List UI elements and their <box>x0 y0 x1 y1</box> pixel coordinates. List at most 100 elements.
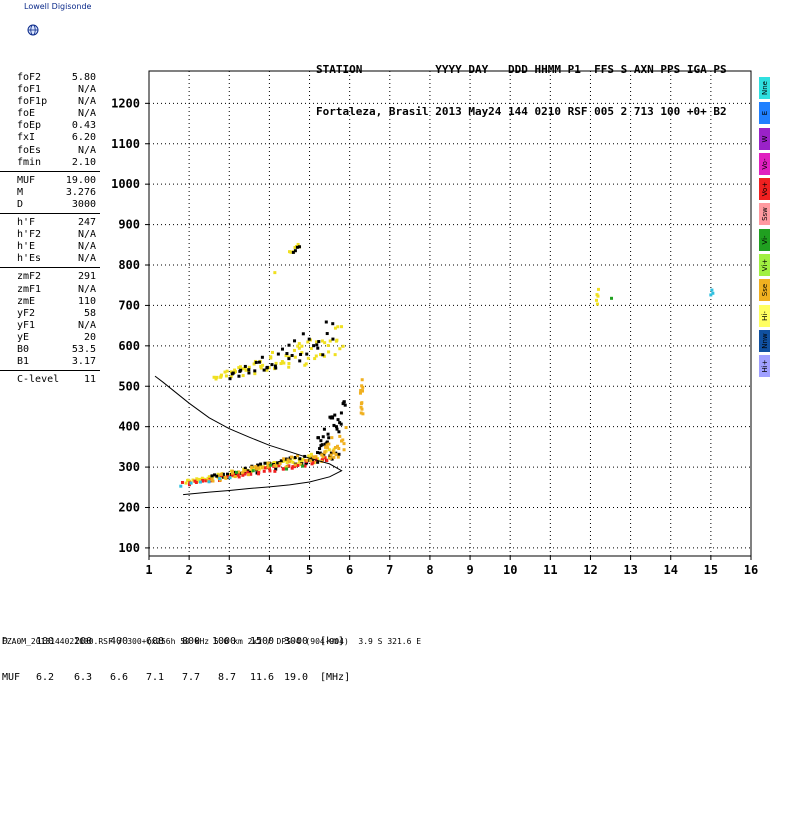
echo-point <box>295 462 299 466</box>
echo-point <box>282 361 286 365</box>
echo-point <box>327 436 331 440</box>
parameter-name: foF1 <box>17 84 42 96</box>
echo-point <box>287 355 291 359</box>
echo-point <box>214 377 218 381</box>
parameter-value: N/A <box>77 253 96 265</box>
legend-swatch: W <box>759 127 770 150</box>
echo-point <box>319 353 323 357</box>
echo-point <box>338 434 342 438</box>
echo-point <box>228 476 232 480</box>
echo-point <box>313 357 317 361</box>
echo-point <box>287 357 291 361</box>
echo-point <box>208 477 212 481</box>
echo-point <box>332 451 336 455</box>
echo-point <box>212 375 216 379</box>
echo-point <box>244 368 248 372</box>
parameter-row: h'F 247 <box>0 217 100 229</box>
echo-point <box>293 456 297 460</box>
y-tick-label: 100 <box>118 541 140 555</box>
echo-point <box>277 464 281 468</box>
parameter-name: yF2 <box>17 307 36 319</box>
echo-point <box>295 245 299 249</box>
legend-swatch: Vi+ <box>759 254 770 277</box>
echo-point <box>359 411 363 415</box>
echo-point <box>334 425 338 429</box>
parameter-name: zmF2 <box>17 271 42 283</box>
x-tick-label: 13 <box>623 563 637 577</box>
x-tick-label: 16 <box>744 563 758 577</box>
parameter-name: foEs <box>17 144 42 156</box>
echo-point <box>308 455 312 459</box>
echo-point <box>215 375 219 379</box>
parameter-value: 20 <box>83 331 96 343</box>
echo-point <box>259 462 263 466</box>
echo-point <box>596 294 600 298</box>
echo-point <box>595 298 599 302</box>
parameter-row: yF1 N/A <box>0 320 100 332</box>
echo-point <box>274 366 278 370</box>
scaled-parameters-panel: foF2 5.80 foF1 N/A foF1p N/A foE N/A foEp 0.43 fxI… <box>0 72 100 386</box>
echo-point <box>328 339 332 343</box>
echo-point <box>210 474 214 478</box>
distance-unit: [km] <box>320 636 345 647</box>
parameter-value: N/A <box>77 84 96 96</box>
parameter-row: foE N/A <box>0 108 100 120</box>
echo-point <box>187 483 191 487</box>
x-tick-label: 1 <box>145 563 152 577</box>
echo-point <box>316 346 320 350</box>
legend-label: W <box>760 135 769 143</box>
legend-swatch: Nnw <box>759 329 770 352</box>
echo-point <box>337 447 341 451</box>
echo-point <box>337 452 341 456</box>
echo-point <box>229 370 233 374</box>
echo-point <box>284 354 288 358</box>
echo-point <box>236 473 240 477</box>
echo-point <box>338 347 342 351</box>
parameter-name: zmE <box>17 295 36 307</box>
echo-point <box>333 446 337 450</box>
echo-point <box>290 455 294 459</box>
echo-point <box>595 302 599 306</box>
echo-point <box>335 427 339 431</box>
echo-point <box>198 480 202 484</box>
parameter-value: 11 <box>83 374 96 386</box>
parameter-name: B0 <box>17 343 30 355</box>
legend-swatch: Ssw <box>759 203 770 226</box>
parameter-name: h'F2 <box>17 229 42 241</box>
echo-point <box>339 411 343 415</box>
echo-point <box>331 322 335 326</box>
echo-point <box>328 456 332 460</box>
electron-density-profile-curve <box>154 375 343 496</box>
parameter-row: zmF1 N/A <box>0 284 100 296</box>
echo-point <box>361 412 365 416</box>
echo-point <box>327 442 331 446</box>
echo-point <box>274 467 278 471</box>
echo-point <box>256 463 260 467</box>
echo-point <box>267 463 271 467</box>
distance-value: 200 <box>74 636 93 647</box>
echo-point <box>595 293 599 297</box>
parameter-value: 3.276 <box>65 186 96 198</box>
echo-point <box>319 439 323 443</box>
echo-point <box>179 484 183 488</box>
echo-point <box>201 479 205 483</box>
echo-point <box>297 346 301 350</box>
echo-point <box>206 476 210 480</box>
echo-point <box>336 418 340 422</box>
muf-unit: [MHz] <box>320 672 351 683</box>
echo-point <box>223 476 227 480</box>
echo-point <box>275 464 279 468</box>
echo-point <box>340 325 344 329</box>
parameter-value: N/A <box>77 241 96 253</box>
echo-point <box>215 474 219 478</box>
x-tick-label: 14 <box>664 563 678 577</box>
echo-point <box>307 454 311 458</box>
parameter-value: 19.00 <box>65 174 96 186</box>
echo-point <box>247 365 251 369</box>
x-tick-label: 3 <box>226 563 233 577</box>
echo-point <box>259 366 263 370</box>
panel-separator <box>0 170 100 172</box>
muf-value: 11.6 <box>250 672 275 683</box>
echo-point <box>344 426 348 430</box>
echo-point <box>257 360 261 364</box>
